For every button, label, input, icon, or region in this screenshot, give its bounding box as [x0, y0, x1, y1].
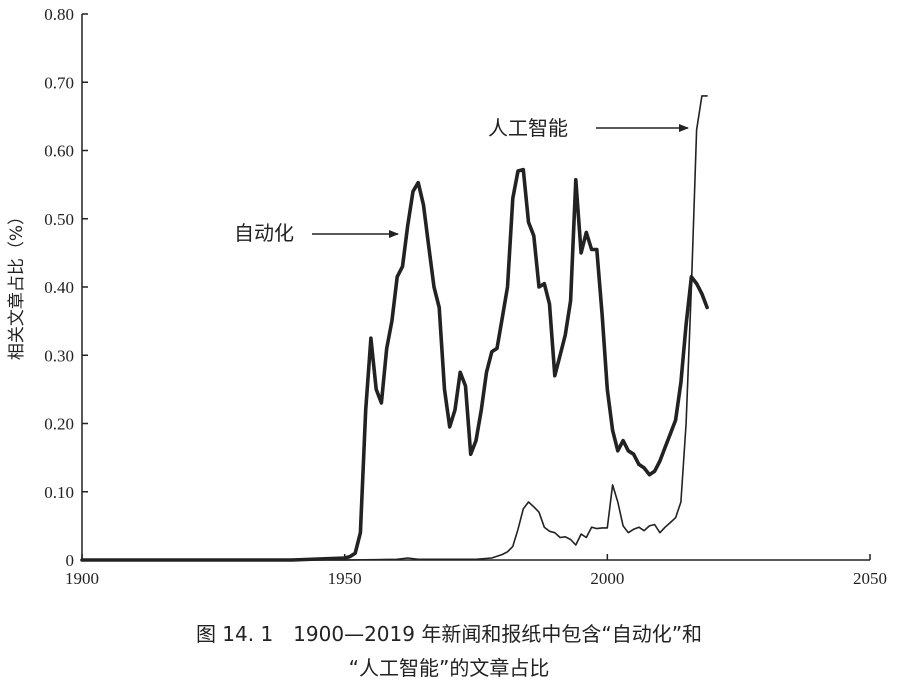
line-chart: 0 0.10 0.20 0.30 0.40 0.50 0.60 0.70 0.80 1900 195… — [7, 5, 887, 588]
figure-caption-line-2: “人工智能”的文章占比 — [348, 656, 550, 680]
annotation-label-ai: 人工智能 — [488, 116, 568, 140]
annotation-layer: 自动化 人工智能 — [234, 116, 689, 245]
y-tick-label: 0.10 — [44, 483, 74, 502]
x-tick-label: 2050 — [853, 569, 887, 588]
series-line-automation — [80, 167, 709, 562]
y-tick-label: 0.50 — [44, 210, 74, 229]
y-tick-label: 0 — [66, 551, 75, 570]
annotation-label-automation: 自动化 — [234, 221, 294, 245]
y-tick-label: 0.40 — [44, 278, 74, 297]
axes: 0 0.10 0.20 0.30 0.40 0.50 0.60 0.70 0.80 1900 195… — [44, 5, 887, 588]
y-axis-title: 相关文章占比（%） — [7, 208, 27, 360]
x-tick-label: 2000 — [590, 569, 624, 588]
y-tick-label: 0.70 — [44, 73, 74, 92]
x-tick-label: 1950 — [328, 569, 362, 588]
series-line-ai — [81, 95, 708, 561]
y-tick-label: 0.30 — [44, 346, 74, 365]
y-tick-label: 0.20 — [44, 415, 74, 434]
figure-caption-line-1: 图 14. 1 1900—2019 年新闻和报纸中包含“自动化”和 — [195, 622, 703, 646]
y-tick-label: 0.60 — [44, 142, 74, 161]
y-tick-label: 0.80 — [44, 5, 74, 24]
series-layer — [80, 95, 709, 562]
x-tick-label: 1900 — [65, 569, 99, 588]
